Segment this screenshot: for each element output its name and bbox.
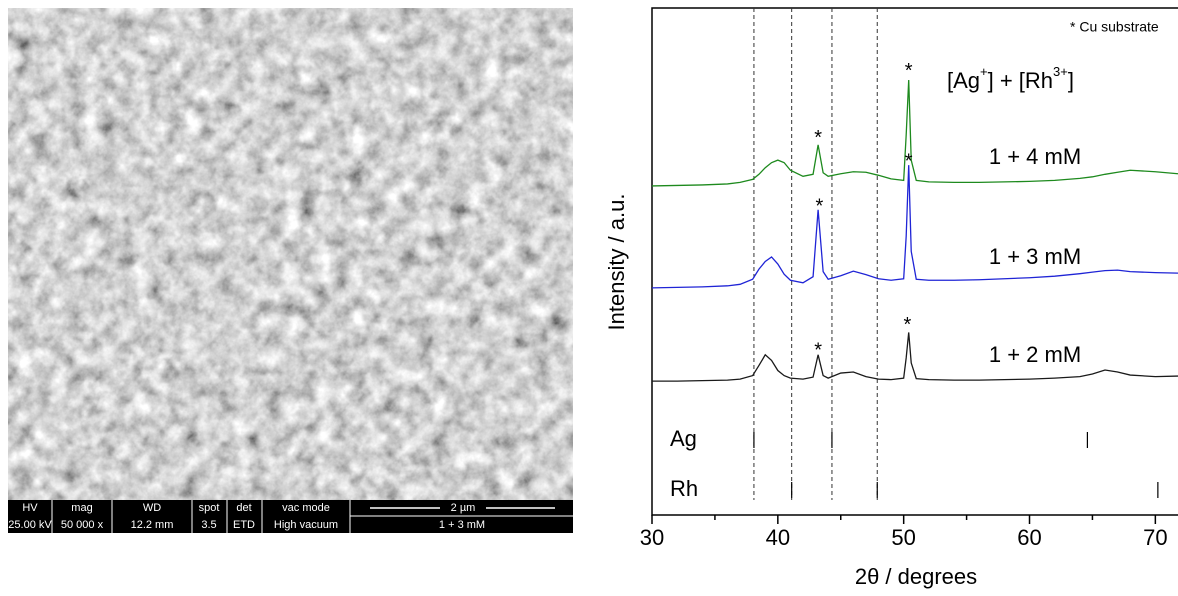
x-tick-label: 60 xyxy=(1017,525,1041,550)
peak-marker: * xyxy=(814,339,822,361)
y-axis-label: Intensity / a.u. xyxy=(604,194,629,331)
x-tick-label: 50 xyxy=(891,525,915,550)
peak-marker: * xyxy=(814,127,822,149)
series-label: 1 + 3 mM xyxy=(989,244,1081,269)
info-header: det xyxy=(236,502,251,514)
series-label: 1 + 2 mM xyxy=(989,342,1081,367)
peak-marker: * xyxy=(904,314,912,336)
axes-frame xyxy=(652,8,1178,515)
info-header: mag xyxy=(71,502,92,514)
reference-label: Rh xyxy=(670,476,698,501)
legend-title-part: ] + [Rh xyxy=(988,68,1053,93)
info-value: 12.2 mm xyxy=(131,519,174,531)
info-value: 25.00 kV xyxy=(8,519,52,531)
peak-marker: * xyxy=(905,60,913,82)
scale-bar-label: 2 µm xyxy=(451,502,476,514)
page: HV 25.00 kV mag 50 000 x WD 12.2 mm spot 3.5 det… xyxy=(0,0,1178,591)
figure: HV 25.00 kV mag 50 000 x WD 12.2 mm spot 3.5 det… xyxy=(0,0,1178,591)
info-value: High vacuum xyxy=(274,519,338,531)
legend-title-part: [Ag xyxy=(947,68,980,93)
x-axis-label: 2θ / degrees xyxy=(855,564,977,589)
x-tick-label: 40 xyxy=(766,525,790,550)
legend-title: [Ag+] + [Rh3+] xyxy=(947,64,1074,92)
sample-label: 1 + 3 mM xyxy=(439,519,485,531)
info-value: 50 000 x xyxy=(61,519,104,531)
info-header: spot xyxy=(199,502,220,514)
x-tick-label: 70 xyxy=(1143,525,1167,550)
sem-image xyxy=(8,8,573,533)
note: * Cu substrate xyxy=(1070,19,1159,35)
info-header: HV xyxy=(22,502,38,514)
xrd-trace xyxy=(652,80,1178,186)
series-label: 1 + 4 mM xyxy=(989,144,1081,169)
peak-marker: * xyxy=(905,150,913,172)
legend-title-part: 3+ xyxy=(1053,64,1068,79)
info-value: 3.5 xyxy=(201,519,216,531)
xrd-chart: 30 40 50 60 70 2θ / degrees Intensity / a.u. Ag… xyxy=(604,8,1178,589)
reference-label: Ag xyxy=(670,426,697,451)
peak-marker: * xyxy=(815,195,823,217)
info-header: WD xyxy=(143,502,161,514)
legend-title-part: ] xyxy=(1068,68,1074,93)
info-value: ETD xyxy=(233,519,255,531)
legend-title-part: + xyxy=(980,64,988,79)
info-header: vac mode xyxy=(282,502,330,514)
x-tick-label: 30 xyxy=(640,525,664,550)
sem-texture xyxy=(8,8,573,500)
xrd-trace xyxy=(652,332,1178,381)
